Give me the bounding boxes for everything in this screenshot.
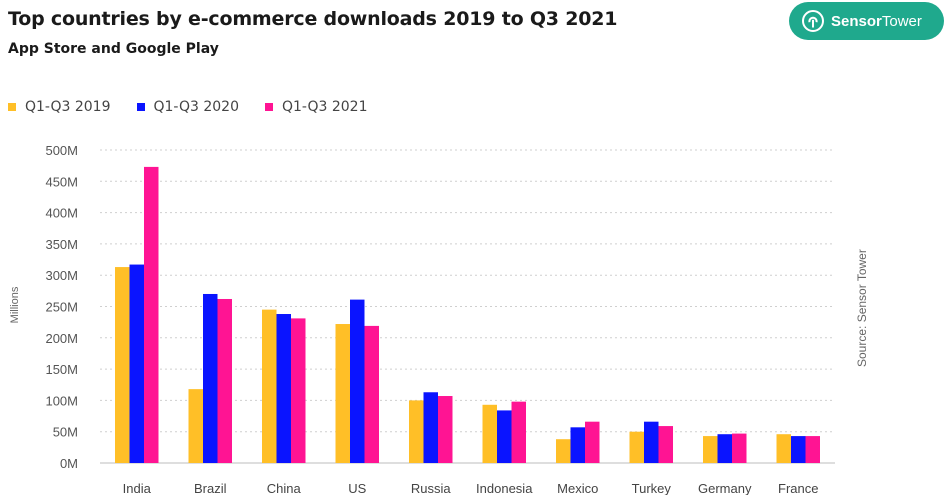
bar [658, 426, 673, 463]
brand-name: SensorTower [831, 13, 922, 30]
bar [717, 434, 732, 463]
bar [262, 309, 277, 463]
y-tick-label: 0M [60, 456, 78, 471]
y-tick-label: 100M [45, 393, 78, 408]
bar [703, 436, 718, 463]
x-tick-label: Brazil [194, 481, 227, 495]
bar [629, 431, 644, 463]
x-tick-label: Germany [698, 481, 752, 495]
bar [732, 433, 747, 463]
bar [291, 318, 306, 463]
legend-label: Q1-Q3 2019 [25, 99, 111, 115]
bar [423, 392, 438, 463]
bar [511, 401, 526, 463]
legend-item: Q1-Q3 2020 [136, 99, 240, 115]
y-tick-label: 400M [45, 206, 78, 221]
bar [364, 325, 379, 463]
bar [585, 421, 600, 463]
bar [217, 298, 232, 463]
bar [776, 434, 791, 463]
bar [350, 299, 365, 463]
legend-item: Q1-Q3 2021 [265, 99, 368, 115]
bar [144, 166, 159, 464]
chart-title: Top countries by e-commerce downloads 20… [8, 8, 618, 30]
legend-swatch [136, 103, 145, 111]
legend-swatch [8, 103, 16, 111]
y-tick-label: 350M [45, 237, 78, 252]
bar [482, 404, 497, 463]
legend-label: Q1-Q3 2020 [153, 99, 240, 115]
bar [409, 400, 424, 463]
x-tick-label: Mexico [557, 481, 598, 495]
brand-name-rest: Tower [881, 12, 922, 30]
bar [791, 436, 806, 463]
x-tick-label: Indonesia [476, 481, 533, 495]
y-tick-label: 150M [45, 362, 78, 377]
bar [644, 421, 659, 463]
chart-subtitle: App Store and Google Play [8, 41, 219, 57]
legend-label: Q1-Q3 2021 [282, 99, 368, 115]
legend-item: Q1-Q3 2019 [8, 99, 111, 115]
bar [276, 314, 291, 463]
source-label: Source: Sensor Tower [855, 249, 869, 367]
sensortower-logo: SensorTower [789, 2, 944, 40]
y-axis-label: Millions [9, 286, 21, 323]
bar [188, 389, 203, 463]
x-tick-label: US [348, 481, 366, 495]
x-tick-label: Russia [411, 481, 452, 495]
bar [805, 436, 820, 463]
y-tick-label: 50M [53, 425, 78, 440]
y-tick-label: 450M [45, 174, 78, 189]
y-tick-label: 250M [45, 300, 78, 315]
bar [556, 439, 571, 463]
x-tick-label: France [778, 481, 818, 495]
bar [115, 267, 130, 463]
x-tick-label: China [267, 481, 302, 495]
bar [570, 427, 585, 463]
chart-legend: Q1-Q3 2019 Q1-Q3 2020 Q1-Q3 2021 [8, 99, 394, 115]
bar [497, 410, 512, 463]
y-tick-label: 500M [45, 143, 78, 158]
brand-name-bold: Sensor [831, 12, 882, 30]
bar [129, 264, 144, 463]
bar [335, 324, 350, 463]
y-tick-label: 300M [45, 268, 78, 283]
x-tick-label: India [123, 481, 152, 495]
legend-swatch [265, 103, 273, 111]
bar [438, 396, 453, 463]
y-tick-label: 200M [45, 331, 78, 346]
sensortower-icon [802, 10, 824, 32]
x-tick-label: Turkey [632, 481, 672, 495]
bar [203, 293, 218, 463]
